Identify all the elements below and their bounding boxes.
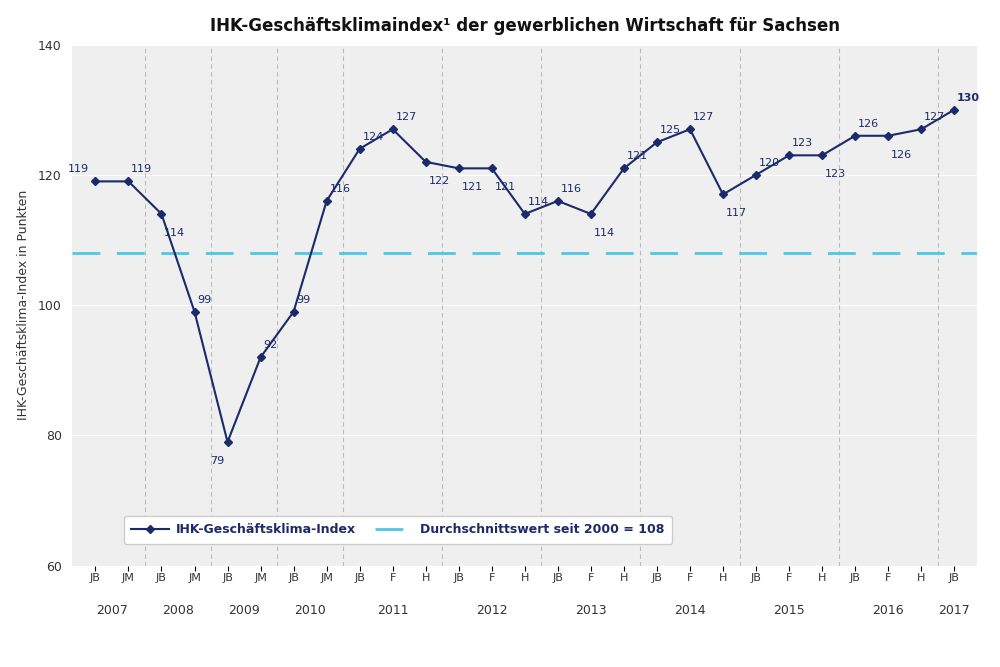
Text: 127: 127 — [924, 112, 945, 122]
Text: 127: 127 — [693, 112, 714, 122]
Text: 116: 116 — [561, 184, 582, 194]
Title: IHK-Geschäftsklimaindex¹ der gewerblichen Wirtschaft für Sachsen: IHK-Geschäftsklimaindex¹ der gewerbliche… — [210, 17, 840, 35]
Text: 121: 121 — [495, 182, 516, 192]
Text: 114: 114 — [594, 228, 615, 238]
Text: 117: 117 — [726, 208, 747, 218]
Text: 123: 123 — [825, 169, 846, 179]
Text: 120: 120 — [759, 158, 780, 168]
Text: 119: 119 — [67, 165, 88, 175]
Text: 121: 121 — [462, 182, 483, 192]
Text: 79: 79 — [211, 456, 225, 466]
Text: 99: 99 — [197, 295, 212, 305]
Text: 126: 126 — [858, 119, 879, 129]
Text: 114: 114 — [528, 197, 549, 207]
Text: 130: 130 — [957, 93, 980, 103]
Text: 125: 125 — [660, 125, 681, 135]
Legend: IHK-Geschäftsklima-Index, Durchschnittswert seit 2000 = 108: IHK-Geschäftsklima-Index, Durchschnittsw… — [124, 516, 672, 544]
Text: 92: 92 — [263, 340, 278, 350]
Y-axis label: IHK-Geschäftsklima-Index in Punkten: IHK-Geschäftsklima-Index in Punkten — [17, 190, 30, 420]
Text: 116: 116 — [329, 184, 350, 194]
Text: 121: 121 — [627, 151, 648, 161]
Text: 122: 122 — [429, 175, 450, 185]
Text: 127: 127 — [395, 112, 417, 122]
Text: 114: 114 — [164, 228, 185, 238]
Text: 126: 126 — [891, 149, 912, 159]
Text: 123: 123 — [792, 138, 813, 148]
Text: 124: 124 — [362, 132, 384, 142]
Text: 119: 119 — [131, 165, 152, 175]
Text: 99: 99 — [296, 295, 311, 305]
